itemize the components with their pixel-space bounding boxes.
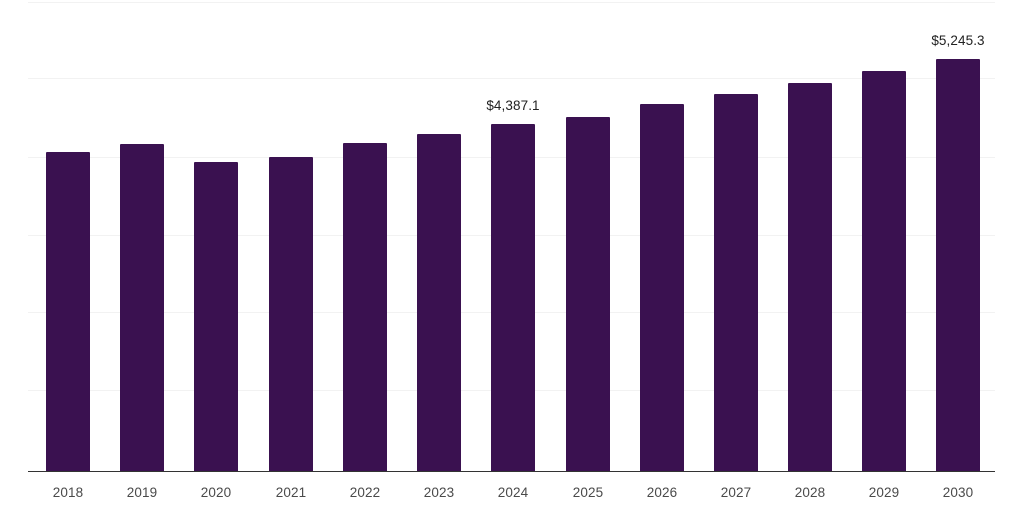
gridline [28, 78, 995, 79]
x-tick-label-2026: 2026 [646, 485, 678, 500]
x-tick-label-2018: 2018 [52, 485, 84, 500]
x-tick-label-2029: 2029 [868, 485, 900, 500]
gridline [28, 2, 995, 3]
x-axis-line [28, 471, 995, 472]
x-tick-label-2028: 2028 [794, 485, 826, 500]
x-tick-label-2021: 2021 [275, 485, 307, 500]
bar-2022[interactable] [343, 143, 387, 471]
bar-2018[interactable] [46, 152, 90, 471]
x-tick-label-2022: 2022 [349, 485, 381, 500]
x-tick-label-2019: 2019 [126, 485, 158, 500]
bar-2021[interactable] [269, 157, 313, 471]
x-tick-label-2023: 2023 [423, 485, 455, 500]
bar-2026[interactable] [640, 104, 684, 471]
bar-2029[interactable] [862, 71, 906, 471]
bar-2019[interactable] [120, 144, 164, 471]
x-tick-label-2024: 2024 [497, 485, 529, 500]
x-tick-label-2027: 2027 [720, 485, 752, 500]
x-tick-label-2025: 2025 [572, 485, 604, 500]
bar-2027[interactable] [714, 94, 758, 471]
bar-2023[interactable] [417, 134, 461, 471]
bar-value-label-2024: $4,387.1 [486, 98, 540, 113]
bar-2030[interactable] [936, 59, 980, 471]
bar-2028[interactable] [788, 83, 832, 471]
bar-2024[interactable] [491, 124, 535, 471]
x-tick-label-2020: 2020 [200, 485, 232, 500]
bar-value-label-2030: $5,245.3 [931, 33, 985, 48]
x-tick-label-2030: 2030 [942, 485, 974, 500]
bar-2020[interactable] [194, 162, 238, 471]
bar-2025[interactable] [566, 117, 610, 471]
